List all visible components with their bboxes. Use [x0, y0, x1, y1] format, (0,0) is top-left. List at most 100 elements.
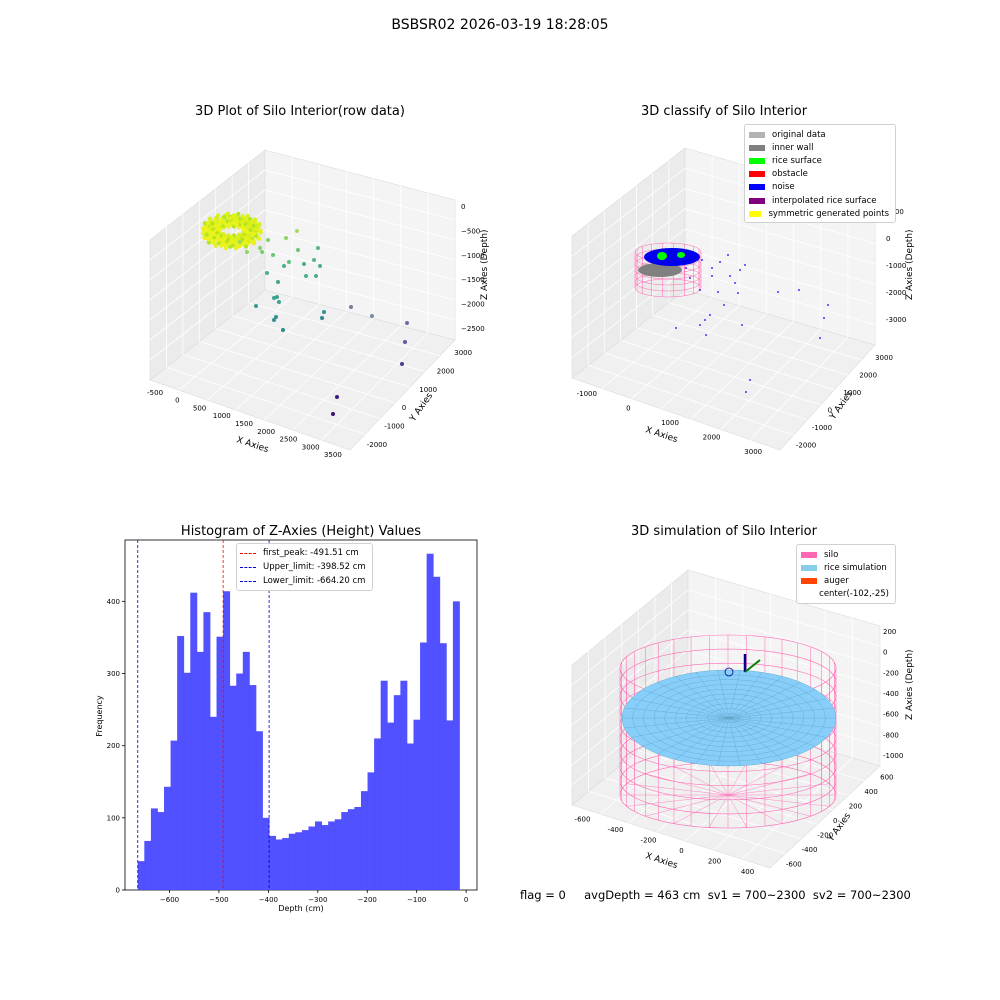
raw-floor-grid-line [215, 328, 411, 388]
histogram-bar [183, 672, 191, 890]
rice-surface-mesh [624, 717, 730, 729]
cls-noise-point [699, 289, 701, 291]
raw-scatter-point [335, 395, 339, 399]
raw-scatter-point [320, 316, 324, 320]
raw-wall-grid-line [149, 249, 266, 341]
raw-scatter-point [281, 328, 285, 332]
cls-noise-point [719, 261, 721, 263]
raw-surface-point [215, 213, 221, 218]
raw-wall-grid-line [264, 189, 456, 241]
cls-z-tick-label: -1000 [886, 262, 906, 270]
auger-arm [744, 659, 761, 673]
histogram-bar [334, 819, 342, 890]
cls-noise-point [704, 319, 706, 321]
raw-scatter-point [274, 315, 278, 319]
raw-floor-grid-line [166, 366, 366, 435]
sim-z-tick-label: -1000 [883, 752, 903, 760]
histogram-x-tick-label: −600 [160, 896, 179, 904]
cls-y-tick-label: 0 [828, 406, 832, 414]
histogram-bar [170, 740, 178, 890]
raw-scatter-point [245, 250, 249, 254]
raw-scatter-point [302, 262, 306, 266]
sim-y-tick-label: 0 [833, 817, 837, 825]
rice-surface-mesh [728, 717, 741, 766]
legend-swatch [749, 210, 762, 217]
cls-floor-grid-line [720, 329, 821, 430]
raw-surface-point [202, 235, 207, 240]
legend-swatch [749, 157, 765, 164]
raw-y-tick-label: 3000 [454, 349, 472, 357]
rice-surface-mesh [717, 717, 730, 766]
histogram-bar [426, 553, 434, 890]
cls-noise-point [689, 277, 691, 279]
rice-surface-mesh [695, 672, 730, 719]
raw-surface-point [245, 213, 250, 219]
cls-noise-point [701, 259, 703, 261]
cls-noise-point [717, 291, 719, 293]
raw-x-tick-label: -500 [147, 389, 163, 397]
histogram-bar [150, 808, 158, 890]
cls-z-tick-label: -3000 [886, 316, 906, 324]
rice-surface-mesh [728, 689, 816, 719]
legend-label: center(-102,-25) [819, 589, 889, 600]
cls-wall-grid-line [571, 188, 686, 277]
cls-y-tick-label: -2000 [796, 441, 816, 449]
rice-surface-mesh [728, 698, 827, 719]
raw-floor-grid-line [182, 353, 381, 419]
sim-x-tick-label: -600 [575, 815, 591, 823]
cls-floor-grid-line [588, 365, 794, 436]
raw-surface-point [225, 211, 231, 217]
simulation-3d-plot: -600-400-2000200400-600-400-200020040060… [571, 569, 915, 876]
legend-entry: noise [749, 181, 889, 194]
rice-surface-mesh [657, 682, 730, 719]
histogram-bar [177, 635, 185, 890]
legend-label: noise [772, 182, 795, 193]
raw-scatter-point [314, 274, 318, 278]
legend-label: original data [772, 129, 826, 140]
legend-entry: Upper_limit: -398.52 cm [240, 560, 366, 574]
raw-y-tick-label: -2000 [367, 441, 387, 449]
raw-z-tick-label: 0 [461, 203, 465, 211]
cls-wall-grid-line [571, 269, 686, 359]
cls-x-tick-label: 3000 [744, 448, 762, 456]
raw-z-tick-label: −1500 [461, 276, 485, 284]
raw-z-tick-label: −500 [461, 227, 480, 235]
legend-line-sample [240, 580, 256, 582]
histogram-bar [137, 861, 145, 890]
cls-floor-grid-line [620, 339, 821, 406]
raw-plot-title: 3D Plot of Silo Interior(row data) [195, 104, 405, 119]
legend-swatch [749, 144, 765, 151]
histogram-bar [249, 685, 257, 890]
histogram-x-tick-label: −300 [308, 896, 327, 904]
histogram-bar [308, 826, 316, 890]
cls-floor-grid-line [690, 321, 794, 420]
cls-noise-point [699, 324, 701, 326]
raw-ylabel: Y Axies [408, 391, 436, 424]
legend-label: symmetric generated points [768, 208, 889, 219]
classify-data-points [634, 242, 829, 393]
raw-floor-grid-line [292, 325, 401, 431]
rice-surface-mesh [728, 717, 763, 764]
cls-noise-point [727, 254, 729, 256]
cls-noise-point [744, 264, 746, 266]
sim-z-tick-label: -800 [883, 731, 899, 739]
raw-wall-grid-line [264, 229, 456, 281]
silo-floor-spoke [727, 794, 811, 817]
raw-wall-grid-line [264, 249, 456, 301]
raw-wall-grid-line [149, 169, 266, 261]
rice-surface-mesh [728, 676, 783, 719]
raw-surface-point [219, 218, 224, 223]
figure-suptitle: BSBSR02 2026-03-19 18:28:05 [391, 17, 609, 33]
cls-noise-point [823, 317, 825, 319]
sim-wall-grid-line [571, 609, 689, 706]
auger-center [724, 667, 734, 677]
raw-x-tick-label: 2500 [280, 436, 298, 444]
cls-wall-grid-line [571, 228, 686, 318]
cls-y-tick-label: 3000 [875, 354, 893, 362]
cls-noise-point [739, 269, 741, 271]
raw-surface-point [236, 211, 241, 217]
histogram-x-tick-label: 0 [464, 896, 468, 904]
raw-surface-point [224, 239, 229, 244]
rice-surface-mesh [728, 717, 834, 729]
cls-noise-point [675, 327, 677, 329]
